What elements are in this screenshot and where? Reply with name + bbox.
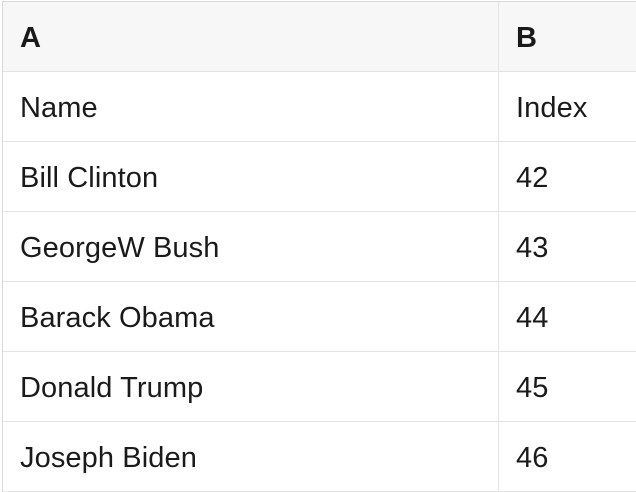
cell-a5[interactable]: Donald Trump [20, 372, 204, 404]
cell-a1[interactable]: Name [20, 92, 98, 124]
cell-a3[interactable]: GeorgeW Bush [20, 232, 220, 264]
cell-b4[interactable]: 44 [498, 282, 636, 351]
table-row: GeorgeW Bush 43 [3, 212, 636, 282]
column-header-row: A B [3, 2, 636, 72]
table-row: Name Index [3, 72, 636, 142]
cell-a4[interactable]: Barack Obama [20, 302, 215, 334]
cell-a2[interactable]: Bill Clinton [20, 162, 159, 194]
table-row: Donald Trump 45 [3, 352, 636, 422]
cell-b6[interactable]: 46 [498, 422, 636, 491]
table-row: Joseph Biden 46 [3, 422, 636, 492]
table-row: Bill Clinton 42 [3, 142, 636, 212]
table-row: Barack Obama 44 [3, 282, 636, 352]
cell-b3[interactable]: 43 [498, 212, 636, 281]
cell-a6[interactable]: Joseph Biden [20, 442, 197, 474]
cell-b5[interactable]: 45 [498, 352, 636, 421]
cell-b1[interactable]: Index [498, 72, 636, 141]
column-header-b[interactable]: B [498, 2, 636, 71]
column-header-a[interactable]: A [20, 22, 42, 54]
cell-b2[interactable]: 42 [498, 142, 636, 211]
